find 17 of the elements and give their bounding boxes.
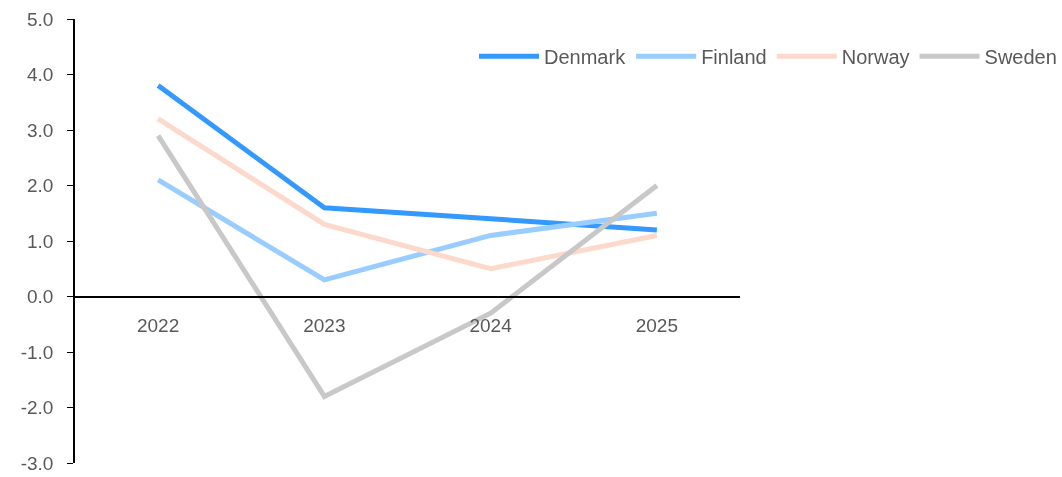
y-tick-label: -2.0 bbox=[20, 397, 54, 419]
y-tick-label: 3.0 bbox=[27, 119, 54, 141]
legend-label: Sweden bbox=[984, 46, 1057, 69]
y-tick-label: 1.0 bbox=[27, 230, 54, 252]
legend-label: Norway bbox=[841, 46, 910, 69]
x-tick-label: 2023 bbox=[303, 315, 346, 337]
y-tick-label: -3.0 bbox=[20, 452, 54, 474]
y-tick-label: -1.0 bbox=[20, 341, 54, 363]
y-tick-label: 5.0 bbox=[27, 8, 54, 30]
y-tick-label: 2.0 bbox=[27, 175, 54, 197]
x-tick-label: 2022 bbox=[136, 315, 180, 337]
legend-label: Denmark bbox=[544, 46, 627, 69]
x-tick-label: 2024 bbox=[469, 315, 513, 337]
y-tick-label: 4.0 bbox=[27, 64, 54, 86]
x-tick-label: 2025 bbox=[635, 315, 679, 337]
y-tick-label: 0.0 bbox=[27, 286, 54, 308]
legend-label: Finland bbox=[701, 46, 767, 69]
